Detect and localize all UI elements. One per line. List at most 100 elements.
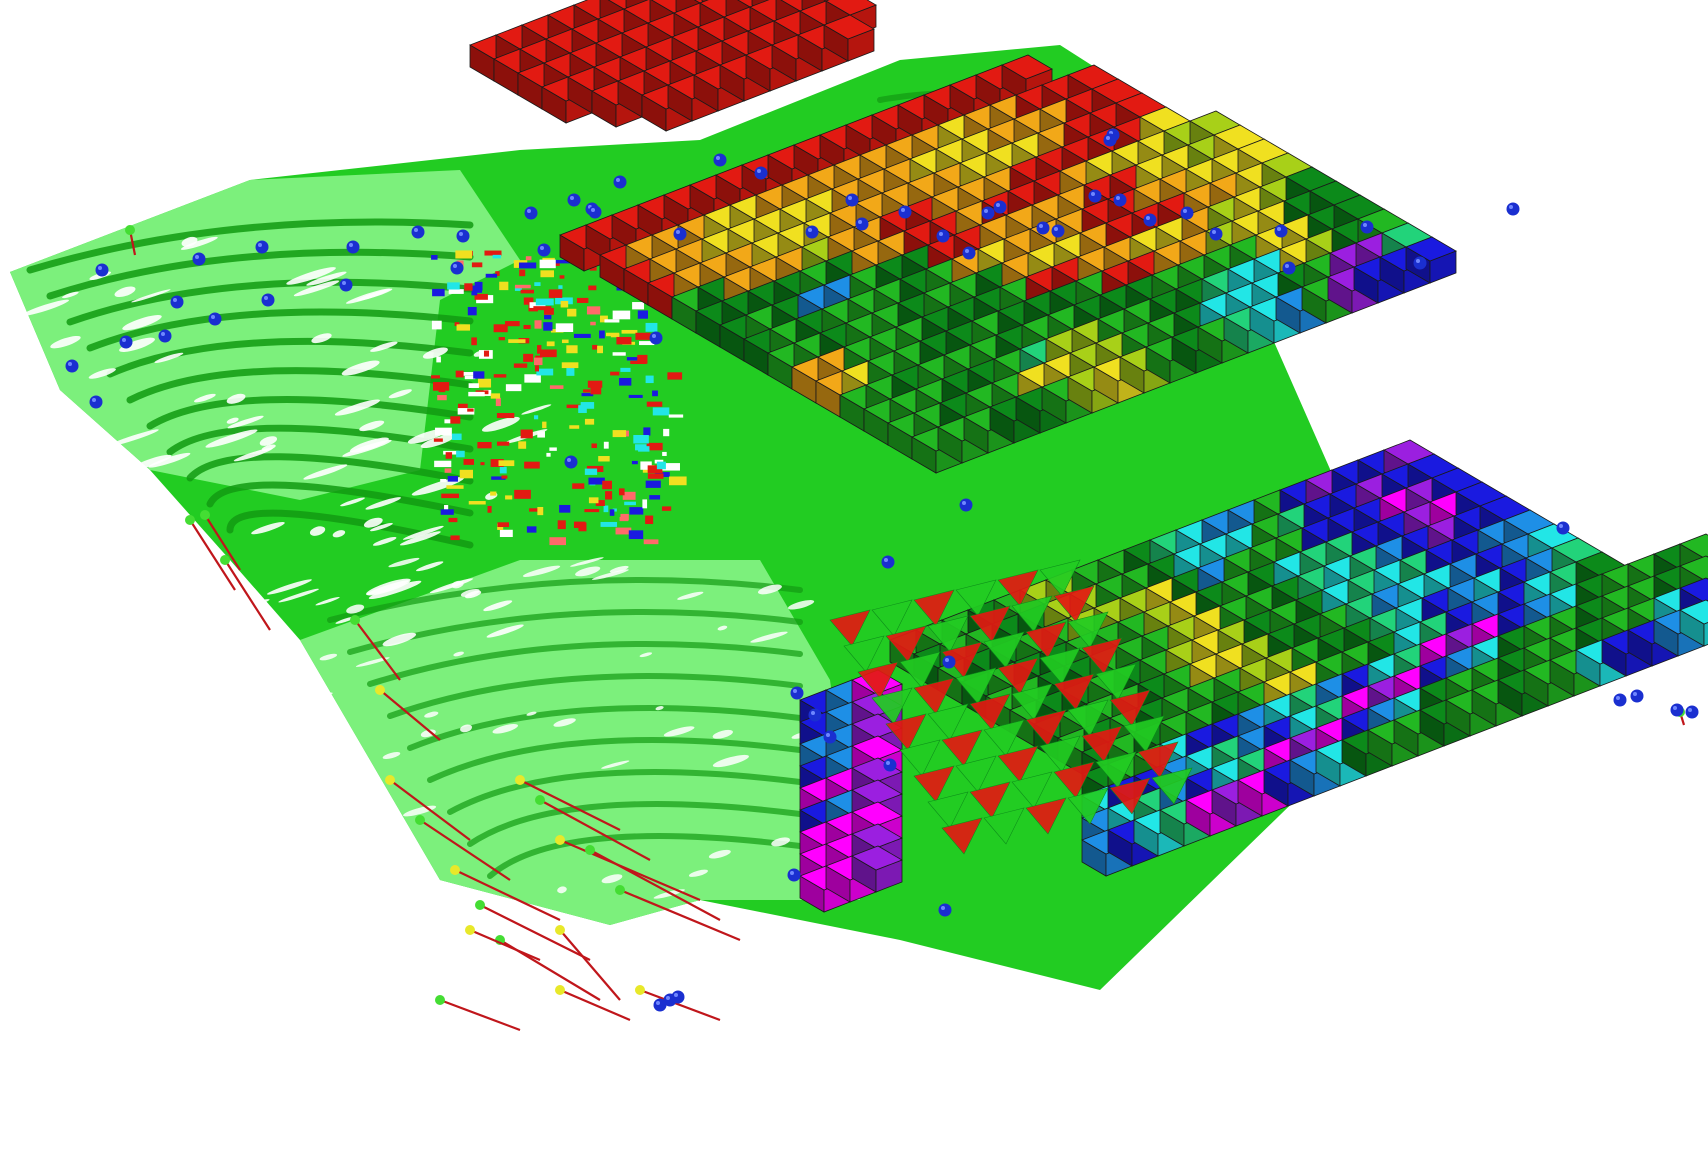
- surface-gap: [653, 889, 685, 899]
- bench-line: [487, 833, 803, 879]
- pit-wall-texture: [471, 291, 478, 296]
- pit-wall-texture: [612, 430, 627, 438]
- survey-marker: [119, 335, 133, 349]
- surface-gap: [663, 726, 695, 737]
- drillhole-trace: [419, 819, 511, 881]
- pit-wall-texture: [652, 407, 670, 416]
- survey-marker: [450, 261, 464, 275]
- surface-gap: [370, 522, 393, 532]
- drillhole-collar: [185, 515, 195, 525]
- pit-wall-texture: [492, 254, 502, 259]
- pit-wall-texture: [491, 476, 506, 480]
- survey-marker: [787, 868, 801, 882]
- drillhole-collar: [555, 925, 565, 935]
- bench-line: [407, 705, 803, 751]
- surface-gap: [62, 291, 79, 299]
- pit-wall-texture: [434, 460, 452, 468]
- survey-marker: [255, 240, 269, 254]
- pit-wall-texture: [600, 521, 618, 527]
- surface-gap: [131, 289, 171, 303]
- survey-marker: [89, 395, 103, 409]
- pit-wall-texture: [581, 393, 594, 397]
- mesh-facet: [941, 817, 983, 855]
- survey-markers: [65, 128, 1699, 1012]
- surface-gap: [365, 578, 411, 596]
- pit-wall-texture: [628, 394, 643, 398]
- surface-gap: [309, 526, 326, 536]
- drillhole-collar: [615, 885, 625, 895]
- surface-gap: [139, 542, 164, 553]
- survey-marker: [898, 205, 912, 219]
- pit-wall-texture: [587, 380, 603, 388]
- pit-wall-texture: [549, 385, 564, 389]
- survey-marker: [671, 990, 685, 1004]
- survey-marker: [653, 998, 667, 1012]
- surface-gap: [483, 600, 513, 612]
- bench-line: [427, 737, 803, 783]
- pit-wall-texture: [441, 493, 459, 499]
- survey-marker: [790, 686, 804, 700]
- mesh-facet: [913, 765, 955, 803]
- pit-wall-texture: [495, 271, 500, 276]
- mesh-facet: [955, 667, 997, 705]
- surface-gap: [50, 335, 81, 349]
- mesh-facet: [955, 755, 997, 793]
- surface-gap: [388, 389, 412, 399]
- mesh-facet: [927, 703, 969, 741]
- pit-wall-texture: [493, 374, 507, 378]
- pit-wall-texture: [534, 357, 543, 366]
- pit-wall-texture: [518, 262, 537, 269]
- pit-wall-texture: [597, 345, 604, 354]
- pit-wall-texture: [590, 385, 602, 395]
- mesh-facet: [997, 569, 1039, 607]
- surface-gap: [88, 368, 116, 379]
- mesh-facet: [857, 661, 899, 699]
- drillhole-trace: [454, 869, 561, 921]
- pit-wall-texture: [626, 357, 643, 361]
- surface-gap: [278, 588, 319, 603]
- pit-wall-texture: [572, 483, 585, 489]
- pit-wall-texture: [646, 442, 663, 451]
- pit-wall-texture: [604, 319, 620, 323]
- pit-wall-texture: [631, 460, 638, 465]
- pit-wall-texture: [558, 285, 563, 289]
- pit-wall-texture: [515, 284, 531, 289]
- pit-wall-texture: [474, 281, 483, 291]
- surface-gap: [313, 692, 333, 699]
- drillhole-collar: [555, 835, 565, 845]
- pit-wall-texture: [629, 507, 644, 515]
- mesh-facet: [1039, 735, 1081, 773]
- pit-wall-texture: [646, 401, 663, 407]
- surface-gap: [222, 631, 253, 642]
- pit-wall-texture: [540, 270, 555, 278]
- pit-wall-texture: [647, 465, 663, 474]
- drillhole-collar: [375, 685, 385, 695]
- surface-gap: [420, 729, 436, 738]
- pit-wall-texture: [446, 485, 464, 489]
- drillhole-trace: [439, 998, 521, 1032]
- pit-wall-texture: [586, 306, 601, 315]
- surface-gap: [677, 591, 704, 600]
- pit-wall-texture: [495, 397, 501, 407]
- pit-wall-texture: [654, 459, 664, 464]
- pit-wall-texture: [537, 345, 542, 354]
- pit-wall-texture: [643, 539, 659, 545]
- mesh-facet: [1025, 621, 1067, 659]
- mesh-facet: [1011, 771, 1053, 809]
- pit-wall-texture: [584, 468, 598, 475]
- mesh-facet: [983, 631, 1025, 669]
- mesh-facet: [1025, 709, 1067, 747]
- pit-wall-texture: [549, 537, 566, 546]
- pit-wall-texture: [537, 431, 545, 438]
- surface-gap: [402, 525, 444, 540]
- pit-wall-texture: [663, 428, 670, 437]
- pit-wall-texture: [543, 322, 553, 331]
- bench-line: [387, 673, 803, 719]
- surface-gap: [655, 706, 664, 711]
- mesh-facet: [969, 781, 1011, 819]
- mesh-facet: [829, 609, 871, 647]
- pit-wall-texture: [499, 529, 513, 538]
- drillhole-trace: [204, 514, 241, 571]
